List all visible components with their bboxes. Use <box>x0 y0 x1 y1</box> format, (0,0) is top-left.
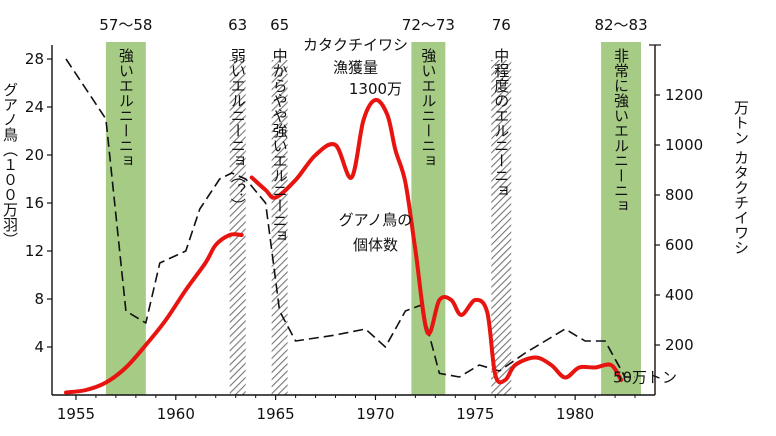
y-right-tick-label-200: 200 <box>665 336 694 354</box>
y-left-tick-label-16: 16 <box>25 194 44 212</box>
y-left-tick-label-4: 4 <box>34 338 44 356</box>
annotation-1: カタクチイワシ <box>303 36 408 54</box>
axes <box>47 44 661 400</box>
event-year-label-6: 82〜83 <box>594 16 647 34</box>
annotation-2: 漁獲量 <box>333 59 378 77</box>
series-layer <box>64 58 635 395</box>
event-description-1: 強いエルニーニョ <box>116 48 135 168</box>
series-line-anchovy-catch-1 <box>64 232 244 395</box>
event-year-label-5: 76 <box>492 16 511 34</box>
event-year-label-1: 57〜58 <box>99 16 152 34</box>
event-band-1 <box>105 42 146 395</box>
y-axis-right-label: 万トン カタクチイワシ <box>732 100 750 255</box>
annotation-4: グアノ鳥の <box>339 211 413 229</box>
event-description-4: 強いエルニーニョ <box>419 48 438 168</box>
y-axis-left-label: グアノ鳥（１００万羽） <box>1 82 19 247</box>
event-band-2 <box>229 60 246 395</box>
event-description-5: 中程度のエルニーニョ <box>492 48 511 198</box>
y-right-tick-label-1200: 1200 <box>665 86 703 104</box>
y-left-tick-label-28: 28 <box>25 50 44 68</box>
y-left-tick-label-20: 20 <box>25 146 44 164</box>
event-band-5 <box>491 60 512 395</box>
y-right-tick-label-400: 400 <box>665 286 694 304</box>
event-description-6: 非常に強いエルニーニョ <box>612 48 631 213</box>
series-line-anchovy-catch-2 <box>249 98 624 385</box>
y-right-tick-label-800: 800 <box>665 186 694 204</box>
annotation-6: 50万トン <box>613 369 677 387</box>
annotation-3: 1300万 <box>349 80 402 98</box>
event-band-3 <box>271 60 288 395</box>
event-description-3: 中からやや強いエルニーニョ <box>270 48 289 243</box>
x-tick-label-1960: 1960 <box>157 405 195 423</box>
event-band-6 <box>601 42 642 395</box>
x-tick-label-1980: 1980 <box>556 405 594 423</box>
tick-labels: 1955 1960 1965 1970 1975 1980 4 8 12 16 20 24 28 200 4… <box>25 50 703 423</box>
x-tick-label-1970: 1970 <box>356 405 394 423</box>
event-year-label-3: 65 <box>270 16 289 34</box>
event-year-label-2: 63 <box>228 16 247 34</box>
event-year-label-4: 72〜73 <box>402 16 455 34</box>
y-left-tick-label-8: 8 <box>34 290 44 308</box>
x-tick-label-1955: 1955 <box>57 405 95 423</box>
x-tick-label-1975: 1975 <box>456 405 494 423</box>
annotation-5: 個体数 <box>353 236 398 254</box>
y-left-tick-label-12: 12 <box>25 242 44 260</box>
event-description-2: 弱いエルニーニョ（？） <box>228 48 247 213</box>
x-tick-label-1965: 1965 <box>257 405 295 423</box>
y-right-tick-label-600: 600 <box>665 236 694 254</box>
y-left-tick-label-24: 24 <box>25 98 44 116</box>
event-band-4 <box>411 42 446 395</box>
series-line-bird-population <box>65 58 635 378</box>
y-right-tick-label-1000: 1000 <box>665 136 703 154</box>
event-bands <box>105 42 642 395</box>
